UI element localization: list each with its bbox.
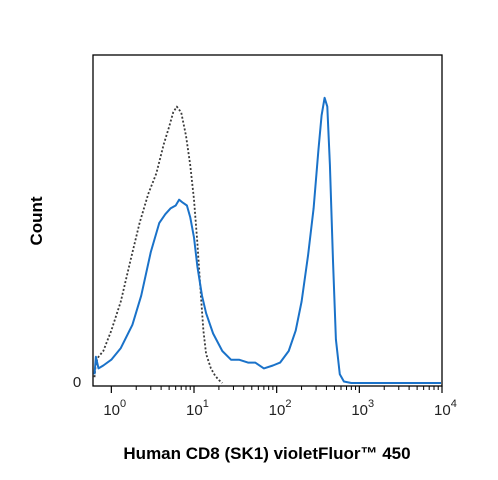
x-axis-ticks: 100 101 102 103 104 — [103, 386, 457, 419]
y-tick-label: 0 — [73, 374, 81, 391]
x-tick-label: 102 — [269, 398, 292, 419]
x-tick-base: 10 — [434, 402, 451, 419]
x-axis-title: Human CD8 (SK1) violetFluor™ 450 — [123, 444, 410, 463]
x-tick-exponent: 3 — [368, 398, 374, 410]
series-line-solid — [93, 96, 441, 384]
x-tick-base: 10 — [351, 402, 368, 419]
y-axis-ticks: 0 — [73, 374, 81, 391]
x-tick-label: 101 — [186, 398, 209, 419]
x-tick-label: 100 — [103, 398, 126, 419]
x-tick-exponent: 0 — [120, 398, 126, 410]
x-tick-label: 104 — [434, 398, 457, 419]
x-tick-base: 10 — [269, 402, 286, 419]
series-layer — [93, 96, 441, 384]
x-tick-exponent: 1 — [203, 398, 209, 410]
series-line-dotted — [93, 105, 223, 384]
x-tick-base: 10 — [103, 402, 120, 419]
x-tick-base: 10 — [186, 402, 203, 419]
y-axis-title: Count — [27, 196, 46, 245]
x-tick-label: 103 — [351, 398, 374, 419]
x-tick-exponent: 4 — [451, 398, 457, 410]
plot-frame — [92, 54, 443, 387]
x-tick-exponent: 2 — [285, 398, 291, 410]
